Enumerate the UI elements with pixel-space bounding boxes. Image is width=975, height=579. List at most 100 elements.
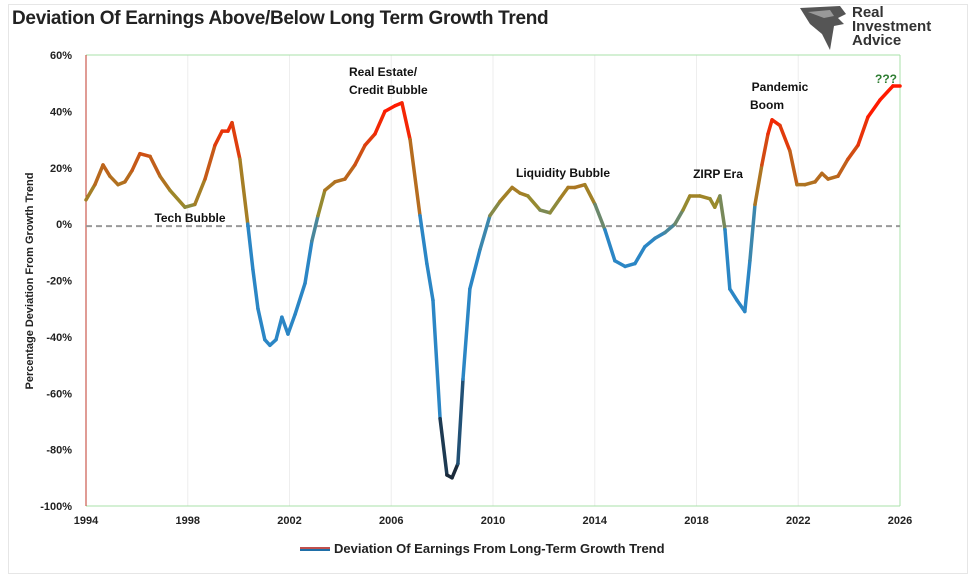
series-segment [256,306,267,342]
series-segment [603,228,617,263]
series-segment [728,287,739,302]
series-segment [274,315,284,342]
series-segment [698,194,712,201]
series-segment [748,202,757,263]
series-segment [681,194,692,212]
y-tick-label: 40% [50,106,72,118]
series-segment [363,132,377,147]
series-segment [633,244,647,266]
series-segment [286,312,297,336]
chart-title: Deviation Of Earnings Above/Below Long T… [12,8,549,29]
x-tick-label: 1994 [74,515,99,527]
series-segment [238,157,250,226]
series-segment [488,199,502,218]
series-segment [778,123,792,153]
series-segment [653,230,667,240]
series-segment [456,377,465,466]
legend-label: Deviation Of Earnings From Long-Term Gro… [334,541,665,556]
y-tick-label: -80% [46,445,72,457]
series-segment [468,247,482,291]
y-tick-label: 0% [56,219,72,231]
series-segment [836,157,850,178]
x-tick-label: 2026 [888,515,912,527]
annotation-label: Real Estate/ [349,65,418,79]
series-segment [353,143,367,167]
series-segment [548,197,562,215]
series-segment [108,174,120,187]
series-segment [303,239,314,286]
series-segment [583,182,597,207]
series-segment [723,228,732,291]
series-segment [168,188,187,209]
series-segment [450,461,460,480]
x-tick-label: 2002 [277,515,301,527]
chart-frame [8,4,968,574]
y-tick-label: 60% [50,50,72,62]
series-segment [593,202,607,232]
series-segment [753,163,764,207]
series-segment [158,174,172,193]
series-segment [788,149,799,187]
series-segment [718,194,727,232]
series-segment [558,185,570,201]
series-segment [230,120,242,162]
series-segment [663,222,677,235]
series-segment [431,298,442,421]
series-segment [643,236,657,249]
series-segment [383,103,397,114]
series-segment [343,163,357,181]
series-segment [418,213,429,266]
y-tick-label: -40% [46,332,72,344]
annotation-label: Pandemic [752,80,809,94]
annotation-label: Liquidity Bubble [516,166,610,180]
series-segment [438,416,449,477]
y-axis-label: Percentage Deviation From Growth Trend [24,173,36,390]
x-tick-label: 2018 [684,515,708,527]
x-tick-label: 2006 [379,515,403,527]
series-segment [251,267,260,311]
annotation-label: Tech Bubble [154,211,225,225]
logo-text: Real Investment Advice [852,4,932,49]
series-segment [461,287,472,381]
x-tick-label: 2010 [481,515,505,527]
legend: Deviation Of Earnings From Long-Term Gro… [300,541,665,556]
series-segment [613,259,627,269]
series-segment [526,194,542,212]
series-segment [293,281,307,317]
y-tick-label: -100% [40,501,72,513]
series-segment [138,151,152,159]
series-segment [280,315,290,336]
annotation-label: Credit Bubble [349,83,428,97]
series-segment [846,143,860,162]
series-segment [425,261,435,302]
series-segment [213,129,224,147]
series-segment [856,115,870,147]
x-tick-label: 2014 [583,515,608,527]
series-segment [743,259,752,314]
series-segment [101,163,112,178]
y-tick-label: -60% [46,388,72,400]
series-segment [93,163,105,187]
series-segment [878,84,895,102]
x-tick-label: 1998 [176,515,200,527]
y-tick-label: 20% [50,163,72,175]
series-segment [478,213,492,252]
series-segment [123,168,134,184]
series-segment [246,222,255,271]
series-segment [193,177,207,207]
legend-swatch [300,546,330,551]
y-tick-label: -20% [46,276,72,288]
series-segment [498,185,514,204]
series-segment [400,101,412,142]
series-segment [373,109,387,136]
series-segment [310,213,320,243]
series-segment [760,132,770,167]
series-segment [130,151,142,173]
x-tick-label: 2022 [786,515,810,527]
eagle-logo-icon [800,6,846,50]
series-segment [408,137,422,218]
series-segment [148,154,162,178]
series-segment [316,188,327,218]
